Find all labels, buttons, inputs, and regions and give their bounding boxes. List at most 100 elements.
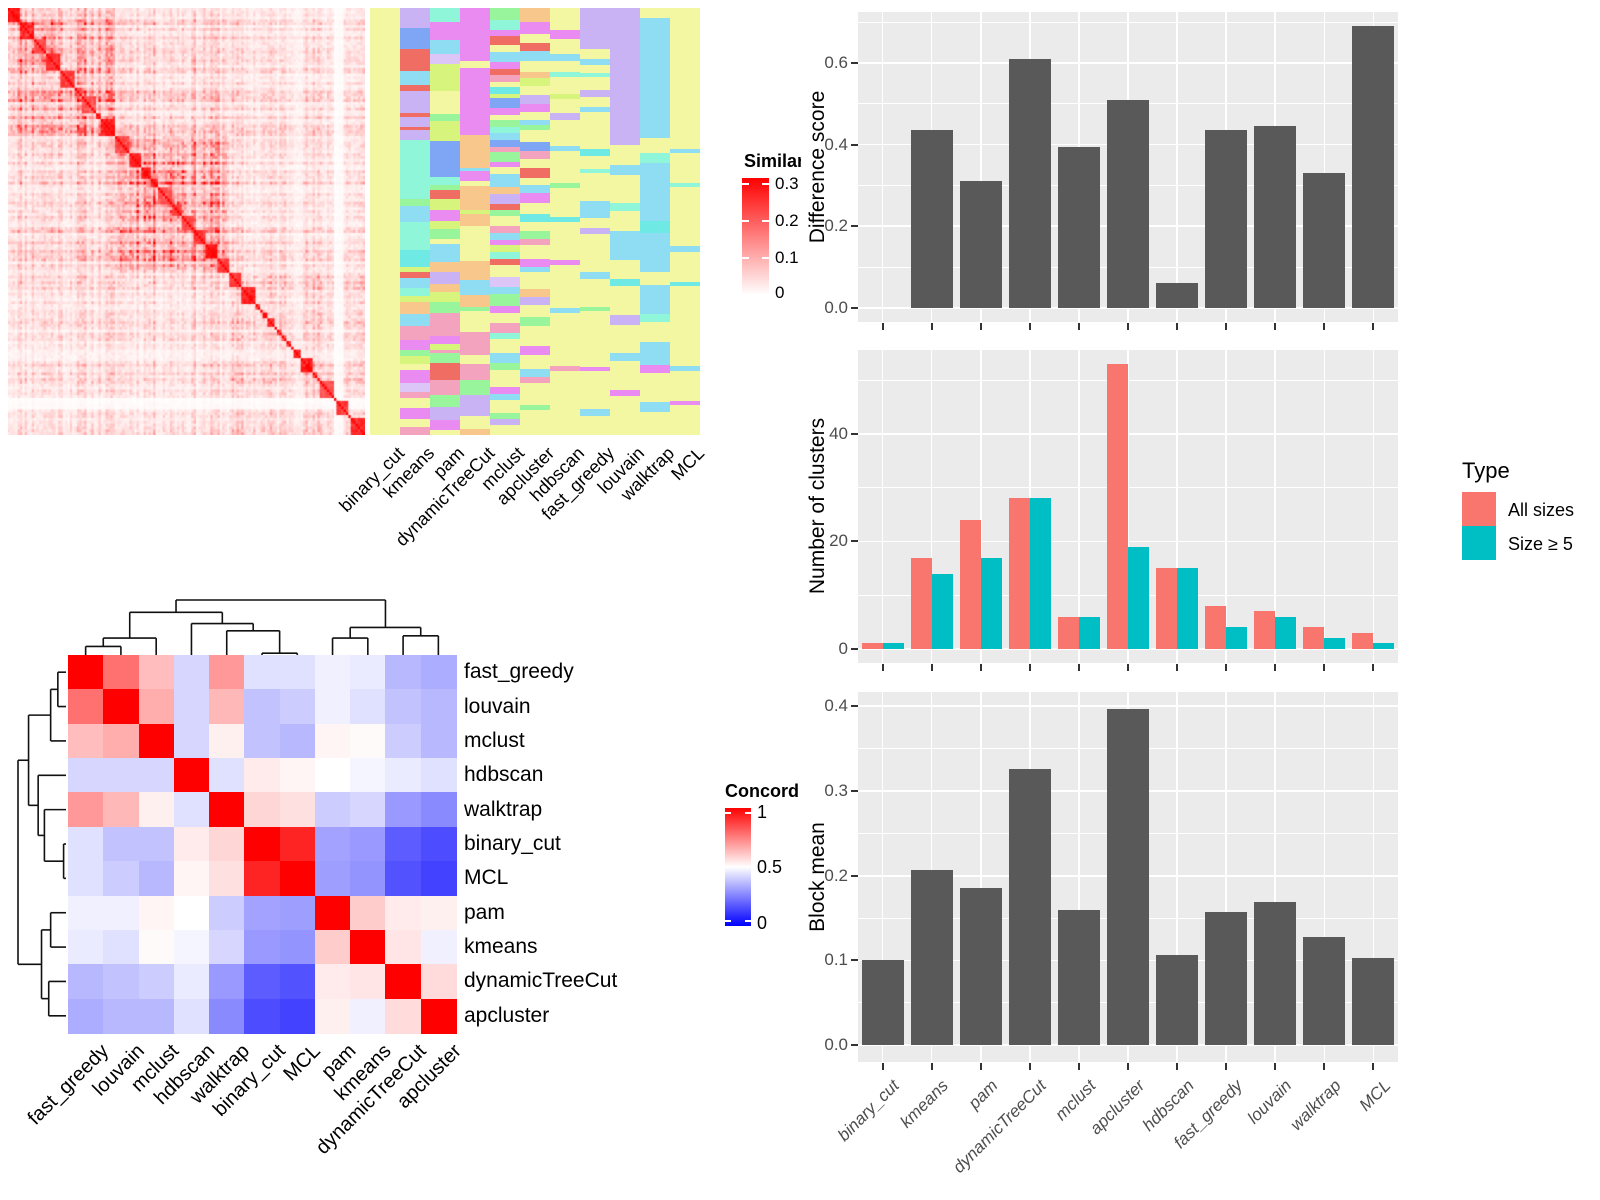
concordance-cell (314, 758, 351, 794)
concordance-cell (68, 689, 104, 725)
cluster-segment (670, 187, 700, 247)
cluster-segment (490, 20, 520, 31)
cluster-segment (550, 146, 580, 152)
concordance-row-label: fast_greedy (464, 660, 574, 684)
bar-block-mean-chart (910, 869, 953, 1046)
cluster-segment (520, 259, 550, 267)
x-tick-mark (1372, 323, 1375, 330)
concordance-cell (314, 723, 351, 759)
concordance-cell (350, 929, 387, 965)
concordance-cell (173, 929, 210, 965)
cluster-segment (520, 34, 550, 44)
bar-number-of-clusters-chart-Size-≥-5 (1078, 616, 1100, 649)
concordance-row-label: apcluster (464, 1003, 550, 1027)
cluster-segment (610, 211, 640, 231)
concordance-cell (103, 655, 140, 690)
cluster-segment (490, 277, 520, 287)
concordance-cell (209, 792, 245, 828)
cluster-segment (580, 306, 610, 311)
cluster-segment (430, 121, 460, 141)
concordance-row-label: hdbscan (464, 763, 544, 787)
cluster-segment (520, 297, 550, 306)
concordance-cell (420, 861, 457, 897)
cluster-segment (520, 410, 550, 436)
cluster-column-louvain (610, 8, 640, 436)
concordance-cell (244, 655, 281, 690)
concordance-cell (173, 998, 210, 1034)
cluster-segment (670, 281, 700, 287)
cluster-segment (430, 292, 460, 303)
cluster-segment (400, 302, 430, 315)
cluster-segment (400, 287, 430, 297)
cluster-segment (610, 389, 640, 397)
bar-difference-score-chart (1254, 126, 1297, 308)
cluster-segment (640, 321, 670, 342)
concordance-cell (68, 861, 104, 897)
concordance-cell (385, 895, 422, 931)
cluster-segment (520, 214, 550, 223)
vertical-gridline (1078, 692, 1080, 1062)
bar-number-of-clusters-chart-All-sizes (1205, 605, 1227, 649)
y-tick-label: 0 (838, 638, 848, 658)
cluster-segment (520, 94, 550, 104)
cluster-segment (460, 364, 490, 380)
concordance-cell (209, 998, 245, 1034)
cluster-segment (580, 172, 610, 201)
cluster-segment (490, 339, 520, 354)
cluster-segment (430, 302, 460, 314)
concordance-row-label: dynamicTreeCut (464, 969, 618, 993)
cluster-segment (460, 225, 490, 261)
cluster-segment (430, 176, 460, 185)
vertical-gridline (1274, 350, 1277, 663)
x-tick-mark (881, 664, 884, 671)
concordance-cell (173, 861, 210, 897)
cluster-segment (580, 48, 610, 59)
cluster-segment (580, 278, 610, 307)
cluster-segment (550, 120, 580, 147)
concordance-cell (244, 964, 281, 1000)
concordance-cell (68, 758, 104, 794)
concordance-cell (314, 895, 351, 931)
cluster-column-kmeans (400, 8, 430, 435)
cluster-segment (400, 28, 430, 49)
cluster-segment (490, 62, 520, 70)
x-tick-mark (1077, 323, 1080, 330)
concordance-cell (279, 998, 316, 1034)
x-category-label: kmeans (896, 1076, 953, 1132)
cluster-segment (400, 398, 430, 408)
legend-tick-dash (762, 183, 769, 185)
concordance-cell (385, 826, 422, 862)
concordance-cell (244, 895, 281, 931)
legend-tick-dash (762, 220, 769, 222)
cluster-segment (580, 272, 610, 279)
concordance-cell (138, 826, 175, 862)
cluster-segment (550, 370, 580, 436)
cluster-segment (430, 184, 460, 191)
concordance-cell (244, 758, 281, 794)
concordance-row-label: MCL (464, 866, 509, 890)
type-legend-swatch-size-ge-5 (1462, 526, 1496, 560)
cluster-segment (520, 77, 550, 86)
cluster-segment (460, 181, 490, 186)
cluster-segment (520, 51, 550, 61)
x-tick-mark (1176, 1063, 1179, 1070)
y-tick-label: 0.1 (824, 950, 848, 970)
cluster-segment (460, 168, 490, 172)
concordance-cell (173, 758, 210, 794)
cluster-segment (460, 210, 490, 215)
concordance-cell (420, 929, 457, 965)
cluster-segment (400, 8, 430, 29)
cluster-segment (430, 113, 460, 122)
cluster-segment (430, 313, 460, 337)
cluster-segment (490, 306, 520, 314)
cluster-segment (400, 277, 430, 288)
cluster-segment (670, 365, 700, 372)
cluster-segment (580, 415, 610, 435)
bar-block-mean-chart (959, 887, 1002, 1046)
cluster-segment (580, 72, 610, 77)
cluster-segment (490, 425, 520, 436)
cluster-segment (490, 8, 520, 21)
cluster-column-MCL (670, 8, 700, 436)
cluster-segment (430, 363, 460, 381)
cluster-segment (610, 164, 640, 175)
